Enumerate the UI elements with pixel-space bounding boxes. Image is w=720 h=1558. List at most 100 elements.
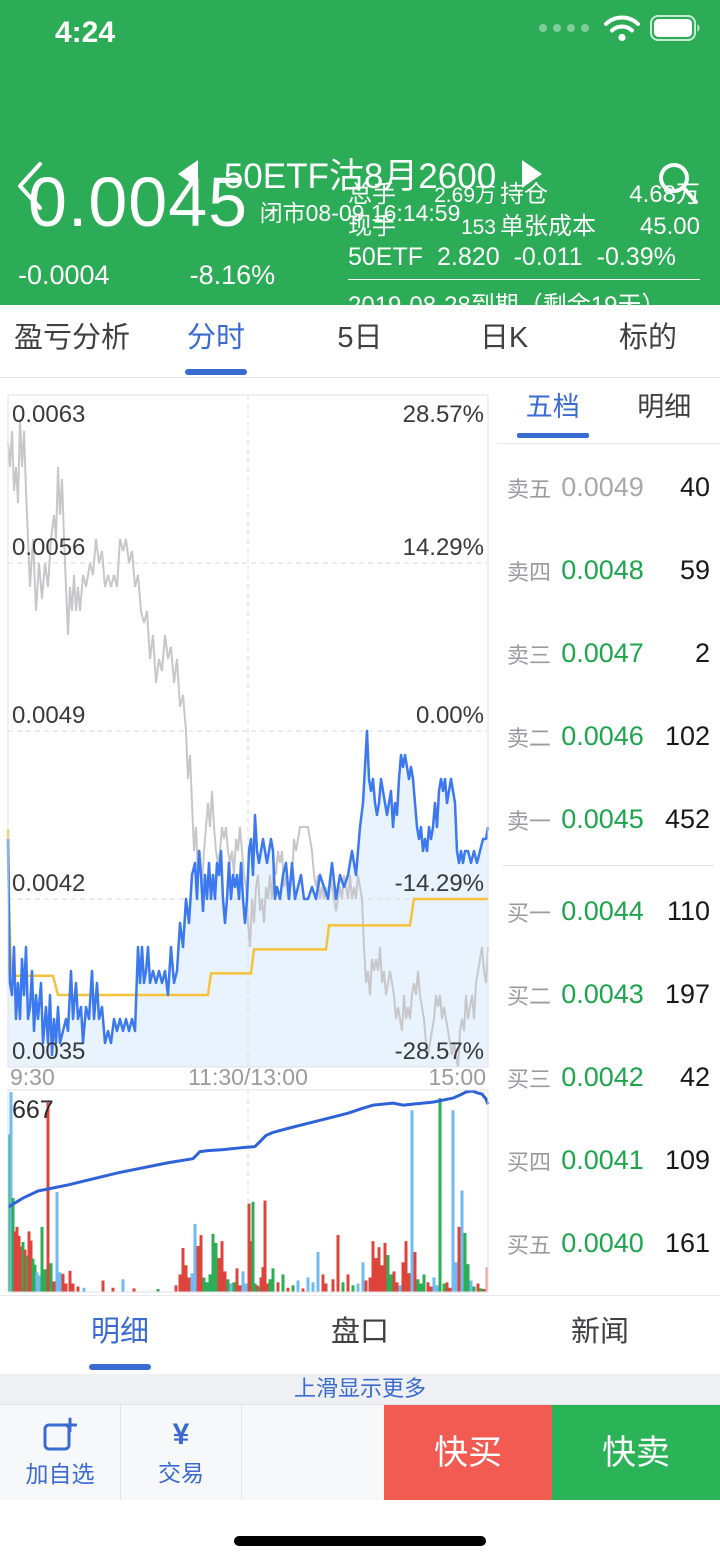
bid-label: 买五 — [507, 1232, 552, 1258]
tab-5day[interactable]: 5日 — [337, 322, 383, 354]
ask-qty: 452 — [664, 804, 710, 834]
svg-text:28.57%: 28.57% — [403, 401, 484, 428]
bid-row-4[interactable]: 买四 0.0041 109 — [497, 1119, 720, 1202]
orderbook-panel: 五档 明细 卖五 0.0049 40 卖四 0.0048 59 卖三 0.004… — [497, 378, 720, 1295]
home-indicator[interactable] — [234, 1536, 486, 1546]
tab-daily-k[interactable]: 日K — [479, 322, 529, 354]
bid-price: 0.0042 — [561, 1062, 644, 1092]
svg-text:667: 667 — [12, 1096, 54, 1124]
period-tabbar: 盈亏分析 分时 5日 日K 标的 — [0, 305, 720, 378]
tab-trade-detail[interactable]: 明细 — [0, 1296, 240, 1374]
cellular-signal-icon — [539, 24, 589, 32]
bid-price: 0.0041 — [561, 1145, 644, 1175]
bid-row-1[interactable]: 买一 0.0044 110 — [497, 870, 720, 953]
quote-panel: 0.0045 -0.0004 -8.16% 总手 2.69万 持仓 4.68万 … — [0, 163, 720, 319]
price-change: -0.0004 — [18, 260, 110, 290]
bid-label: 买二 — [507, 983, 552, 1009]
tab-underlying[interactable]: 标的 — [618, 322, 677, 354]
bid-qty: 197 — [664, 979, 710, 1009]
underlying-quote[interactable]: 50ETF 2.820 -0.011 -0.39% — [348, 243, 700, 280]
next-contract-icon[interactable] — [522, 159, 543, 188]
page-title: 50ETF沽8月2600 — [223, 157, 497, 196]
bid-qty: 110 — [666, 896, 710, 926]
ask-row-5[interactable]: 卖五 0.0049 40 — [497, 446, 720, 529]
ask-row-3[interactable]: 卖三 0.0047 2 — [497, 612, 720, 695]
stat-label: 总手 — [348, 181, 396, 208]
ask-price: 0.0048 — [561, 555, 644, 585]
swipe-hint[interactable]: 上滑显示更多 — [0, 1374, 720, 1404]
bid-row-3[interactable]: 买三 0.0042 42 — [497, 1036, 720, 1119]
add-watchlist-label: 加自选 — [25, 1460, 95, 1487]
nav-bar: 50ETF沽8月2600 闭市08-09 16:14:59 — [0, 60, 720, 226]
svg-text:0.0049: 0.0049 — [12, 702, 85, 729]
ask-label: 卖三 — [507, 642, 552, 668]
bid-price: 0.0043 — [561, 979, 644, 1009]
tab-order-depth[interactable]: 盘口 — [330, 1316, 389, 1348]
ask-price: 0.0045 — [561, 804, 644, 834]
intraday-chart[interactable]: 0.0063 28.57% 0.0056 14.29% 0.0049 0.00% 0.004… — [0, 378, 497, 1295]
tab-intraday[interactable]: 分时 — [144, 305, 288, 377]
tab-detail[interactable]: 明细 — [637, 392, 692, 422]
stat-label: 现手 — [348, 213, 396, 240]
quick-sell-button[interactable]: 快卖 — [552, 1405, 720, 1501]
tab-five-levels[interactable]: 五档 — [497, 378, 609, 443]
ask-row-1[interactable]: 卖一 0.0045 452 — [497, 778, 720, 861]
underlying-price: 2.820 — [437, 243, 500, 271]
ask-label: 卖五 — [507, 476, 552, 502]
add-watchlist-icon — [43, 1417, 77, 1450]
ask-row-2[interactable]: 卖二 0.0046 102 — [497, 695, 720, 778]
action-bar: 加自选 ¥ 交易 快买 快卖 — [0, 1404, 720, 1501]
bid-price: 0.0040 — [561, 1228, 644, 1258]
last-price: 0.0045 — [28, 163, 249, 241]
quote-stats: 总手 2.69万 持仓 4.68万 现手 153 单张成本 45.00 50ET… — [348, 174, 700, 320]
stat-label: 持仓 — [500, 181, 548, 208]
bid-qty: 109 — [664, 1145, 710, 1175]
ask-row-4[interactable]: 卖四 0.0048 59 — [497, 529, 720, 612]
tab-news[interactable]: 新闻 — [570, 1316, 629, 1348]
svg-text:15:00: 15:00 — [428, 1064, 486, 1090]
trade-label: 交易 — [158, 1459, 204, 1486]
svg-text:11:30/13:00: 11:30/13:00 — [188, 1064, 308, 1090]
ask-label: 卖四 — [507, 559, 552, 585]
ask-qty: 102 — [664, 721, 710, 751]
ask-price: 0.0047 — [561, 638, 644, 668]
svg-text:0.0035: 0.0035 — [12, 1038, 85, 1065]
ask-label: 卖一 — [507, 808, 552, 834]
add-watchlist-button[interactable]: 加自选 — [0, 1405, 121, 1500]
back-icon[interactable] — [14, 158, 48, 214]
ask-qty: 59 — [679, 555, 710, 585]
stat-value: 2.69万 — [434, 184, 496, 207]
svg-text:9:30: 9:30 — [10, 1064, 55, 1090]
stat-value: 45.00 — [639, 213, 700, 240]
svg-text:0.0063: 0.0063 — [12, 401, 85, 428]
svg-text:0.0042: 0.0042 — [12, 870, 85, 897]
svg-text:-28.57%: -28.57% — [395, 1038, 484, 1065]
orderbook-divider — [503, 865, 714, 866]
market-status: 闭市08-09 16:14:59 — [259, 200, 461, 226]
quick-buy-button[interactable]: 快买 — [384, 1405, 552, 1501]
stat-value: 4.68万 — [629, 181, 700, 208]
price-change-pct: -8.16% — [189, 260, 276, 290]
search-icon[interactable] — [654, 158, 702, 208]
bid-row-5[interactable]: 买五 0.0040 161 — [497, 1202, 720, 1285]
svg-text:0.0056: 0.0056 — [12, 534, 85, 561]
bid-label: 买三 — [507, 1066, 552, 1092]
underlying-change: -0.011 — [513, 243, 583, 271]
battery-icon — [650, 15, 700, 41]
bottom-tabbar: 明细 盘口 新闻 — [0, 1295, 720, 1374]
home-area — [0, 1500, 720, 1558]
bid-label: 买一 — [507, 900, 552, 926]
actionbar-spacer — [242, 1405, 384, 1500]
ask-price: 0.0049 — [561, 472, 644, 502]
prev-contract-icon[interactable] — [177, 159, 198, 188]
bid-qty: 42 — [679, 1062, 710, 1092]
tab-pnl-analysis[interactable]: 盈亏分析 — [13, 322, 130, 354]
bid-row-2[interactable]: 买二 0.0043 197 — [497, 953, 720, 1036]
header: 4:24 — [0, 0, 720, 319]
ask-price: 0.0046 — [561, 721, 644, 751]
stat-value: 153 — [460, 216, 496, 239]
svg-text:0.00%: 0.00% — [416, 702, 484, 729]
trade-button[interactable]: ¥ 交易 — [121, 1405, 242, 1500]
svg-text:14.29%: 14.29% — [403, 534, 484, 561]
